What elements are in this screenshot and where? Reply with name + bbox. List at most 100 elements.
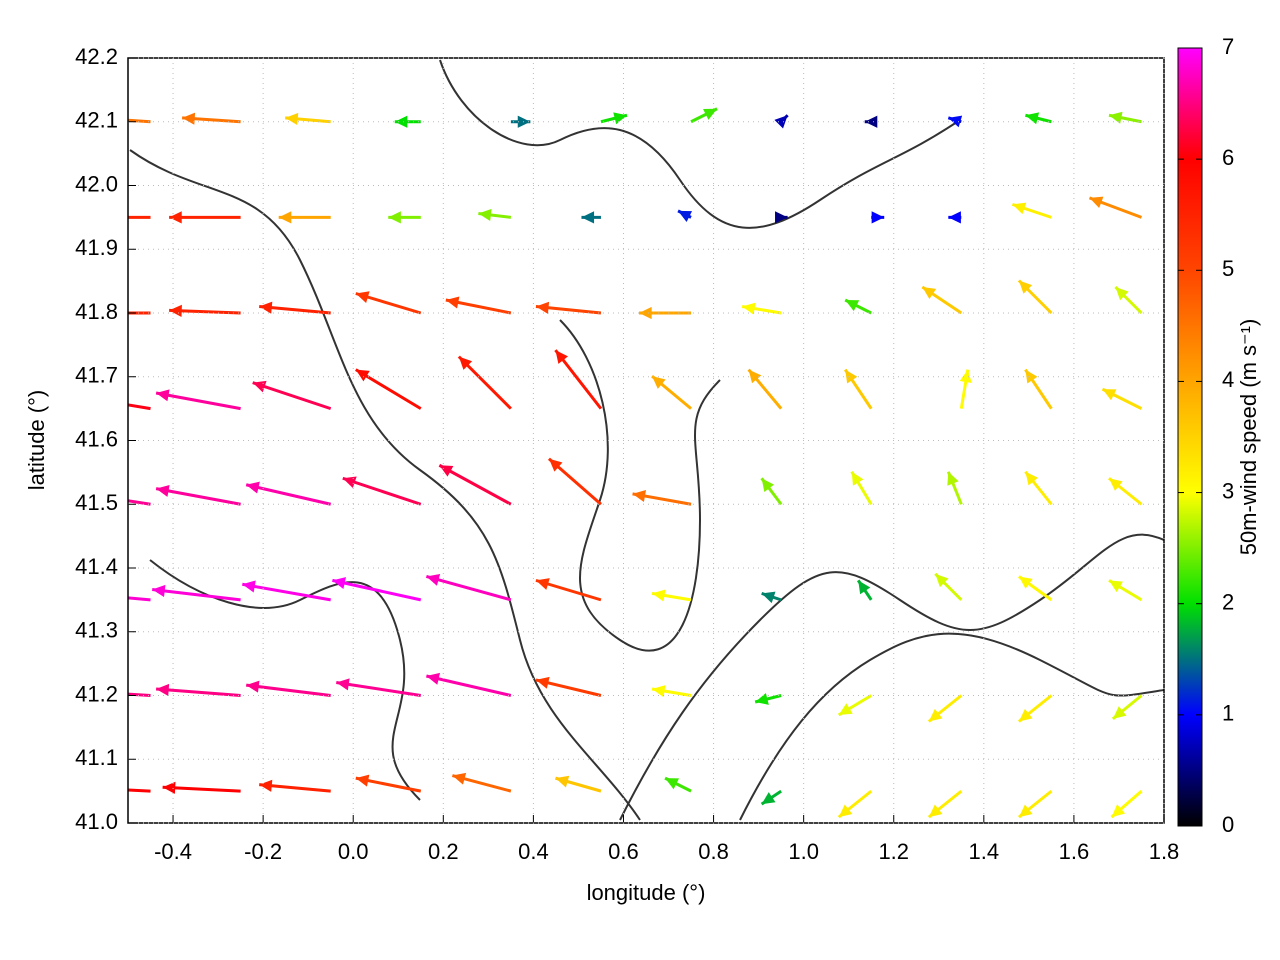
wind-arrow xyxy=(128,692,151,697)
arrow-shaft xyxy=(342,476,422,506)
wind-vectors xyxy=(73,107,1143,819)
arrow-head xyxy=(639,306,652,320)
wind-arrow xyxy=(1108,111,1142,124)
arrow-shaft xyxy=(246,683,331,697)
y-tick-label: 41.1 xyxy=(75,745,118,770)
wind-arrow xyxy=(162,781,241,794)
wind-arrow xyxy=(843,368,873,410)
wind-arrow xyxy=(1011,202,1052,219)
y-tick-label: 41.6 xyxy=(75,426,118,451)
colorbar-tick-label: 2 xyxy=(1222,590,1234,615)
arrow-head xyxy=(652,376,666,389)
arrow-head xyxy=(182,112,196,125)
arrow-head xyxy=(755,693,769,705)
arrow-shaft xyxy=(252,381,332,411)
arrow-head xyxy=(246,481,260,494)
wind-arrow xyxy=(457,355,512,410)
wind-arrow xyxy=(741,302,782,315)
wind-arrow xyxy=(259,779,331,793)
wind-arrow xyxy=(388,211,421,224)
wind-arrow xyxy=(478,208,512,222)
contour xyxy=(559,319,721,652)
arrow-head xyxy=(1018,576,1033,589)
y-tick-label: 42.0 xyxy=(75,171,118,196)
wind-arrow xyxy=(169,304,241,317)
wind-arrow xyxy=(775,211,788,224)
arrow-head xyxy=(1108,111,1123,124)
arrow-head xyxy=(845,300,860,312)
contour xyxy=(149,559,421,801)
y-tick-label: 41.2 xyxy=(75,681,118,706)
colorbar-tick-label: 0 xyxy=(1222,812,1234,837)
wind-arrow xyxy=(1024,368,1053,410)
arrow-head xyxy=(517,115,531,128)
arrow-head xyxy=(632,490,647,503)
arrow-head xyxy=(535,676,550,689)
arrow-head xyxy=(452,772,467,785)
wind-arrow xyxy=(651,685,692,698)
wind-arrow xyxy=(285,112,331,125)
wind-arrow xyxy=(555,775,602,793)
arrow-shaft xyxy=(152,587,241,602)
arrow-head xyxy=(285,112,299,125)
wind-arrow xyxy=(425,573,512,602)
wind-arrow xyxy=(547,457,602,506)
arrow-head xyxy=(169,304,182,317)
arrow-head xyxy=(394,115,408,128)
wind-arrow xyxy=(1018,575,1053,602)
x-tick-label: 0.6 xyxy=(608,839,639,864)
arrow-head xyxy=(555,350,569,364)
colorbar-label: 50m-wind speed (m s⁻¹) xyxy=(1236,319,1261,556)
wind-arrow xyxy=(921,285,963,315)
wind-arrow xyxy=(1024,470,1053,506)
colorbar-tick-label: 4 xyxy=(1222,367,1234,392)
arrow-head xyxy=(1012,202,1027,215)
wind-arrow xyxy=(242,580,331,602)
arrow-head xyxy=(355,291,370,303)
wind-arrow xyxy=(761,591,782,604)
arrow-head xyxy=(935,573,949,588)
contour xyxy=(129,149,641,821)
x-tick-label: 0.8 xyxy=(698,839,729,864)
arrow-shaft xyxy=(128,403,151,411)
arrow-head xyxy=(1115,287,1129,301)
arrow-head xyxy=(242,580,256,593)
wind-arrow xyxy=(946,471,963,505)
colorbar-tick-label: 5 xyxy=(1222,256,1234,281)
arrow-head xyxy=(947,471,959,486)
wind-arrow xyxy=(856,579,873,601)
wind-arrow xyxy=(959,369,972,409)
arrow-shaft xyxy=(162,785,241,793)
arrow-shaft xyxy=(336,681,422,697)
wind-arrow xyxy=(128,215,151,219)
x-tick-label: 1.8 xyxy=(1149,839,1180,864)
arrow-head xyxy=(426,672,441,685)
wind-arrow xyxy=(1108,477,1143,506)
arrow-shaft xyxy=(155,687,241,697)
y-tick-label: 41.5 xyxy=(75,490,118,515)
wind-arrow xyxy=(760,477,783,506)
y-tick-label: 41.8 xyxy=(75,299,118,324)
wind-arrow xyxy=(554,349,603,410)
wind-arrow xyxy=(355,291,422,315)
arrow-shaft xyxy=(155,391,241,411)
wind-arrow xyxy=(426,672,512,697)
wind-arrow xyxy=(947,115,963,128)
arrow-head xyxy=(748,369,762,384)
arrow-head xyxy=(775,211,788,224)
wind-arrow xyxy=(510,115,531,128)
y-tick-label: 42.2 xyxy=(75,44,118,69)
arrow-head xyxy=(73,782,86,794)
arrow-head xyxy=(703,108,718,120)
wind-arrow xyxy=(128,499,151,506)
arrow-head xyxy=(259,779,273,792)
colorbar-tick-label: 1 xyxy=(1222,701,1234,726)
wind-arrow xyxy=(155,389,241,411)
wind-arrow xyxy=(864,115,878,128)
arrow-shaft xyxy=(128,499,151,506)
wind-arrow xyxy=(1017,789,1053,819)
y-tick-label: 41.7 xyxy=(75,363,118,388)
wind-arrow xyxy=(252,380,332,411)
arrow-shaft xyxy=(332,578,422,602)
